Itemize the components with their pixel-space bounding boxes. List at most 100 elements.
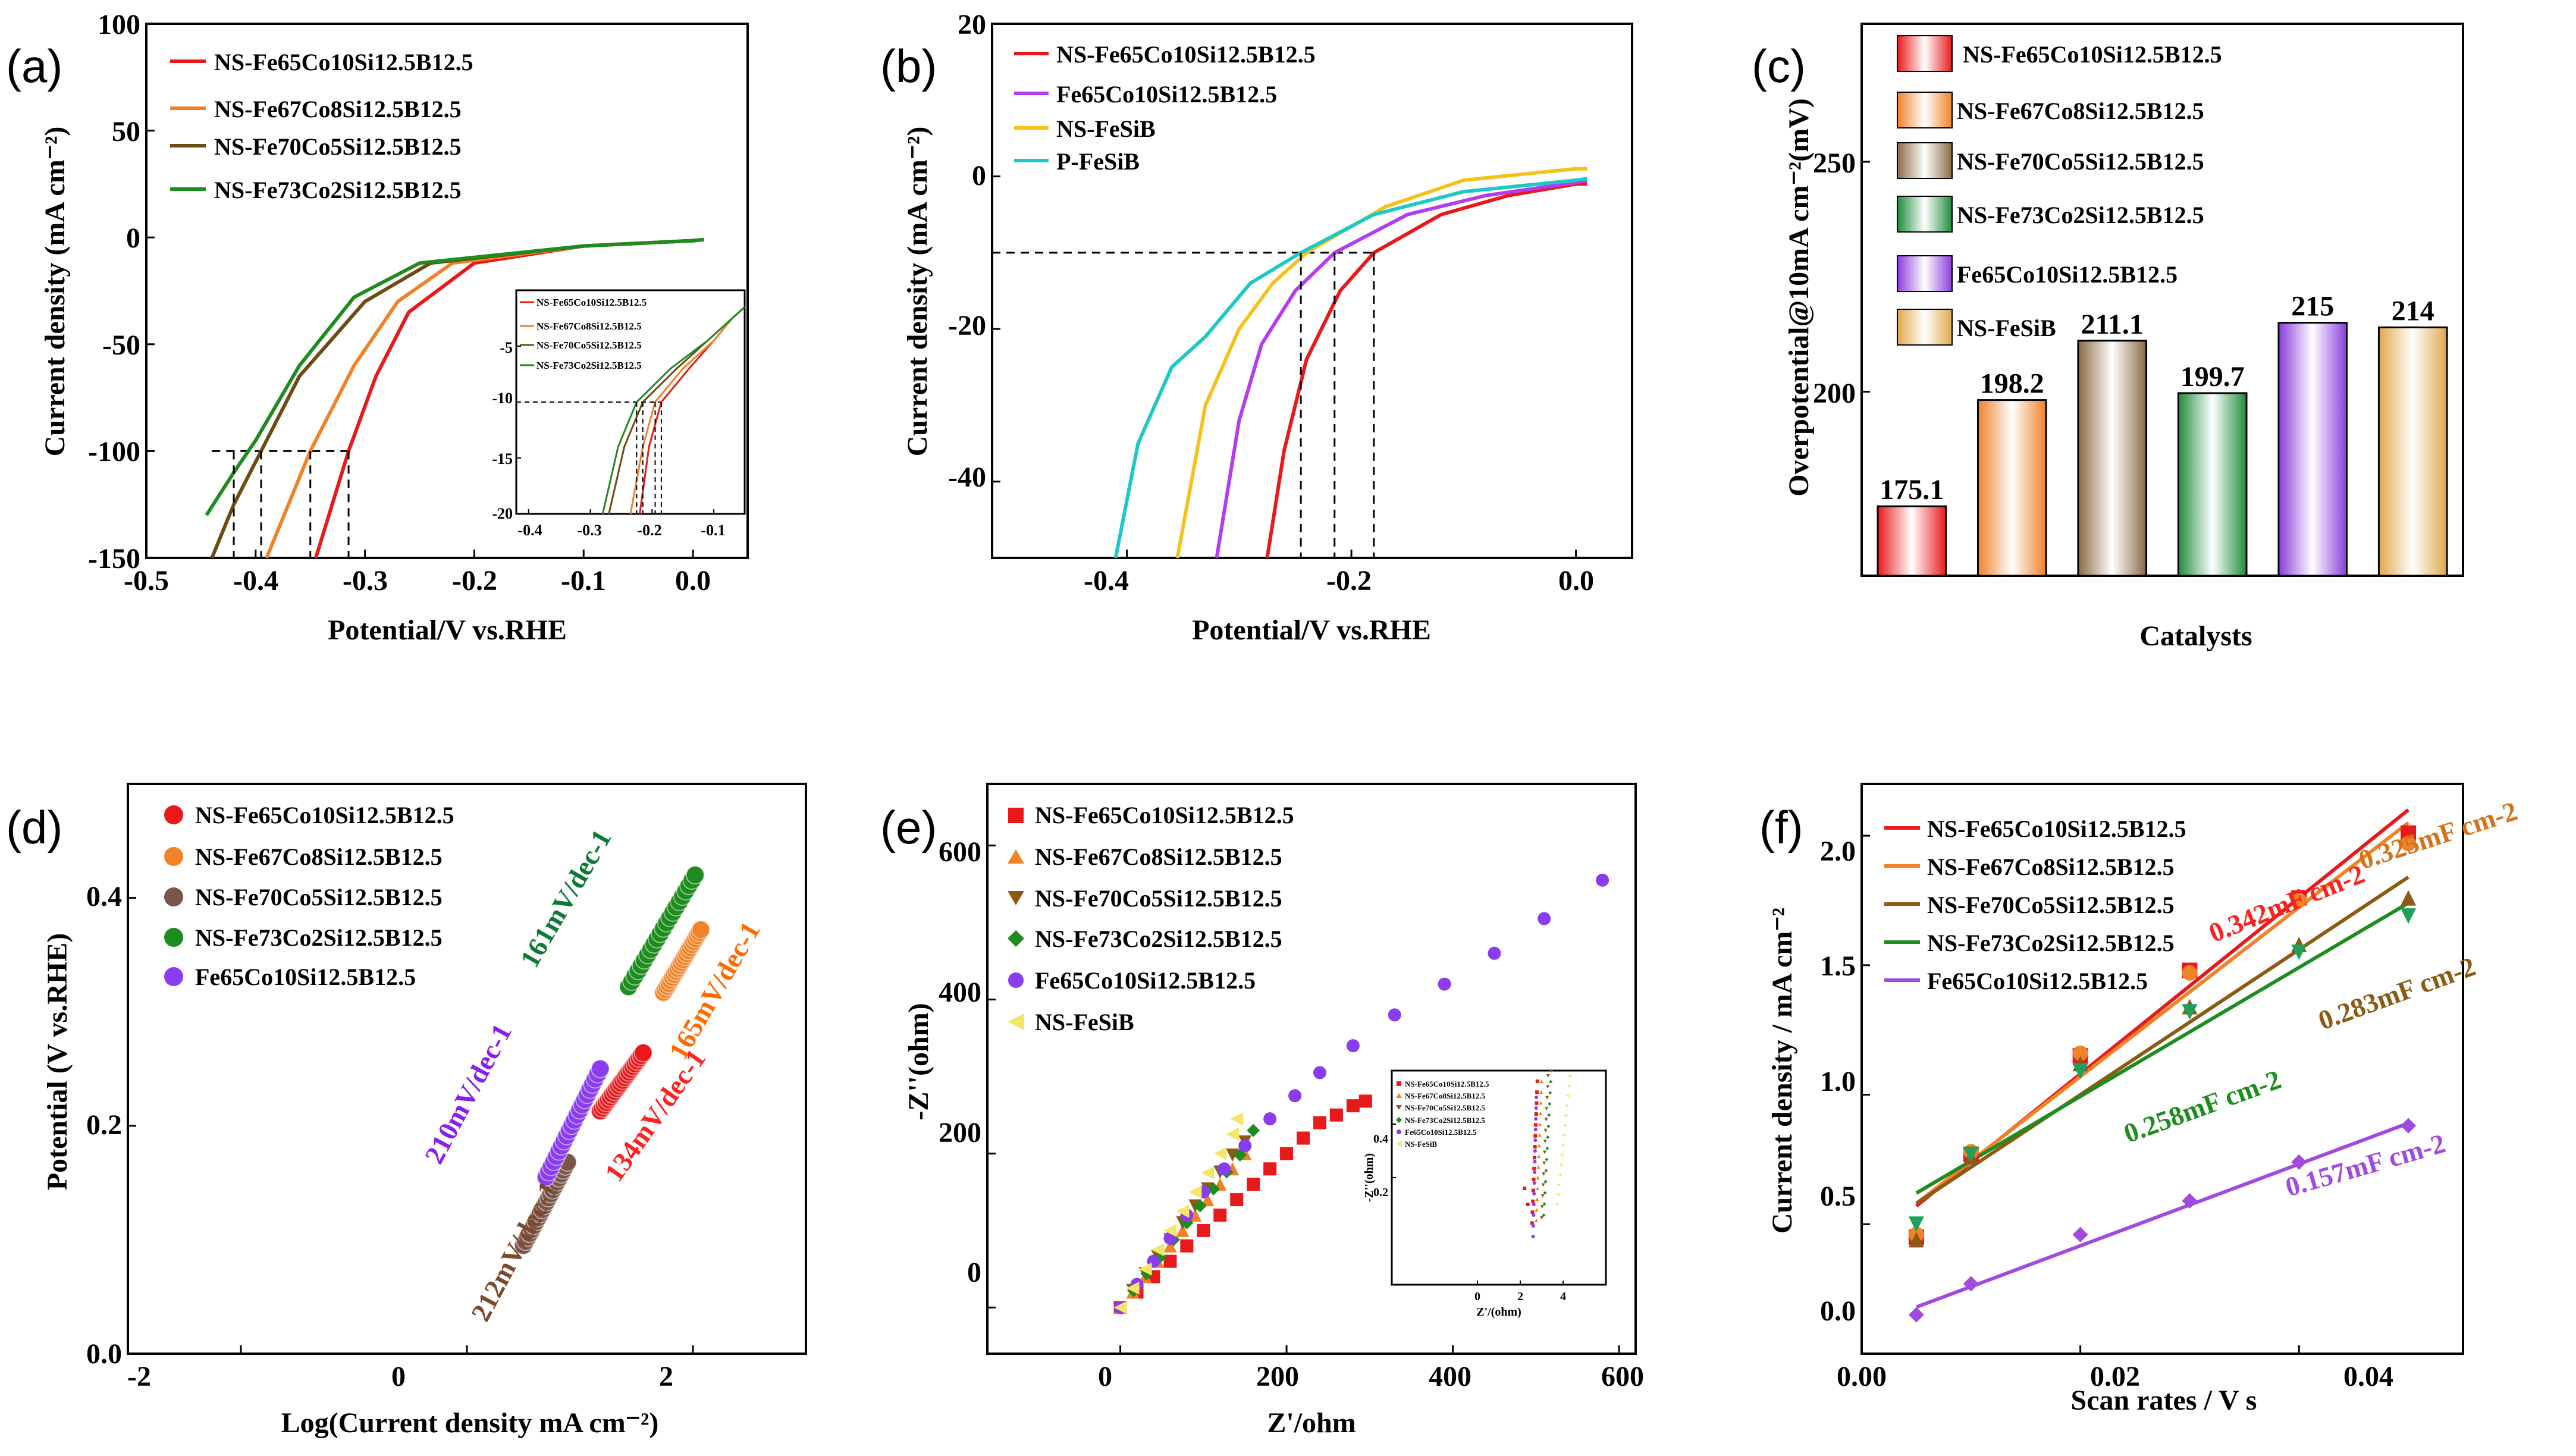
c-bar (2177, 392, 2248, 577)
f-data-point (1963, 1276, 1979, 1292)
f-ytick: 0.5 (1820, 1181, 1856, 1212)
e-inset-data-point (1535, 1096, 1538, 1099)
a-xtick: -0.2 (452, 565, 497, 597)
d-legend-swatch (164, 928, 183, 947)
e-inset-data-point (1542, 1161, 1546, 1165)
e-ytick: 0 (967, 1257, 981, 1288)
e-inset-yticklabels: 0.2 0.4 (1373, 1132, 1388, 1199)
e-inset-data-point (1564, 1113, 1568, 1118)
e-data-point (1138, 1262, 1152, 1276)
b-xtick: 0.0 (1558, 565, 1594, 597)
e-data-point (1213, 1147, 1227, 1160)
e-inset-data-point (1540, 1205, 1544, 1209)
d-legend: NS-Fe65Co10Si12.5B12.5 NS-Fe67Co8Si12.5B… (164, 802, 454, 990)
d-ytick: 0.0 (86, 1338, 122, 1370)
e-data-point (1230, 1193, 1244, 1207)
e-inset-data-point (1535, 1101, 1539, 1105)
c-legend-swatch (1897, 35, 1953, 72)
a-inset-xtick: -0.4 (517, 522, 542, 539)
e-xtick: 400 (1429, 1361, 1471, 1392)
f-fit-line (1915, 1121, 2409, 1309)
e-data-point (1213, 1208, 1227, 1222)
e-inset-xticklabels: 0 2 4 (1474, 1290, 1566, 1303)
e-inset-xtick: 4 (1560, 1290, 1566, 1303)
c-bar (2277, 322, 2348, 577)
e-legend-label: NS-Fe65Co10Si12.5B12.5 (1035, 802, 1294, 829)
e-tick-marks (987, 845, 1620, 1354)
b-yticklabels: -40 -20 0 20 (948, 9, 986, 493)
e-inset-data-point (1545, 1107, 1549, 1111)
e-data-point (1176, 1204, 1190, 1218)
e-inset-data-point (1534, 1106, 1538, 1110)
e-legend-swatch (1008, 1013, 1024, 1030)
e-inset-data-point (1541, 1183, 1545, 1187)
c-legend-label: NS-Fe70Co5Si12.5B12.5 (1957, 148, 2204, 175)
c-legend-label: Fe65Co10Si12.5B12.5 (1957, 261, 2177, 288)
c-legend-label: NS-Fe67Co8Si12.5B12.5 (1957, 98, 2204, 124)
e-data-point (1247, 1178, 1260, 1191)
e-data-point (1151, 1243, 1165, 1257)
e-inset-data-point (1558, 1163, 1562, 1167)
f-data-point (1908, 1216, 1924, 1232)
e-inset-data-point (1562, 1124, 1567, 1128)
f-legend-label: NS-Fe73Co2Si12.5B12.5 (1927, 930, 2175, 956)
e-data-point (1230, 1112, 1244, 1126)
e-inset-legend-swatch (1396, 1117, 1402, 1123)
e-inset-data-point (1532, 1192, 1536, 1195)
f-data-point (2072, 1063, 2088, 1080)
f-xtick: 0.00 (1837, 1361, 1887, 1392)
a-inset-ytick: -20 (492, 505, 513, 522)
a-tick-marks (145, 23, 694, 559)
e-inset-data-point (1532, 1224, 1536, 1228)
d-legend-swatch (164, 887, 183, 906)
f-data-point (2291, 944, 2307, 961)
e-data-point (1188, 1185, 1202, 1199)
e-data-point (1180, 1239, 1194, 1253)
c-value-label: 211.1 (2081, 309, 2144, 340)
e-inset-data-point (1531, 1188, 1535, 1193)
f-ytick: 1.0 (1820, 1066, 1856, 1097)
e-inset-data-point (1533, 1160, 1537, 1163)
panel-c: (c) 200 250 Catalysts Overpotential@10mA… (1752, 23, 2464, 652)
d-xticklabels: -2 0 2 (127, 1361, 673, 1392)
a-inset-xtick: -0.1 (701, 522, 725, 539)
b-xlabel: Potential/V vs.RHE (1192, 614, 1431, 646)
f-data-point (2291, 1154, 2307, 1170)
b-xtick: -0.2 (1326, 565, 1372, 597)
e-inset-data-point (1533, 1145, 1537, 1149)
e-inset-legend-label: NS-FeSiB (1405, 1140, 1438, 1149)
a-inset-xtick: -0.3 (577, 522, 601, 539)
e-data-point (1297, 1131, 1310, 1145)
e-ylabel: -Z''(ohm) (903, 1003, 934, 1120)
e-inset-data-point (1532, 1203, 1536, 1206)
f-xtick: 0.04 (2343, 1361, 2393, 1392)
a-ytick: -150 (88, 543, 140, 575)
e-inset-data-point (1561, 1133, 1565, 1137)
e-data-point (1126, 1281, 1140, 1295)
d-xlabel: Log(Current density mA cm⁻²) (281, 1407, 659, 1439)
e-inset-ytick: 0.4 (1373, 1132, 1388, 1146)
f-ylabel: Current density / mA cm⁻² (1767, 908, 1798, 1234)
e-inset-data-point (1545, 1096, 1549, 1100)
e-inset-legend-label: NS-Fe70Co5Si12.5B12.5 (1405, 1103, 1486, 1112)
a-ytick: 0 (126, 222, 140, 254)
e-legend-label: Fe65Co10Si12.5B12.5 (1035, 967, 1256, 994)
b-legend-label: NS-FeSiB (1056, 115, 1156, 142)
e-legend-swatch (1008, 808, 1024, 823)
e-inset-data-point (1533, 1171, 1537, 1174)
a-inset: NS-Fe65Co10Si12.5B12.5 NS-Fe67Co8Si12.5B… (492, 289, 746, 539)
e-data-point (1176, 1223, 1190, 1237)
e-data-point (1288, 1089, 1302, 1103)
a-series-line (205, 237, 704, 516)
d-legend-label: Fe65Co10Si12.5B12.5 (195, 964, 416, 990)
f-ytick: 2.0 (1820, 836, 1856, 867)
e-inset-data-point (1535, 1208, 1539, 1212)
f-fit-line (1915, 821, 2409, 1205)
e-data-point (1207, 1182, 1220, 1195)
a-inset-legend-label: NS-Fe70Co5Si12.5B12.5 (536, 340, 642, 351)
e-inset-data-point (1548, 1102, 1552, 1106)
f-data-point (1963, 1146, 1979, 1162)
e-inset-data-point (1546, 1124, 1551, 1128)
e-inset-data-point (1534, 1112, 1538, 1116)
